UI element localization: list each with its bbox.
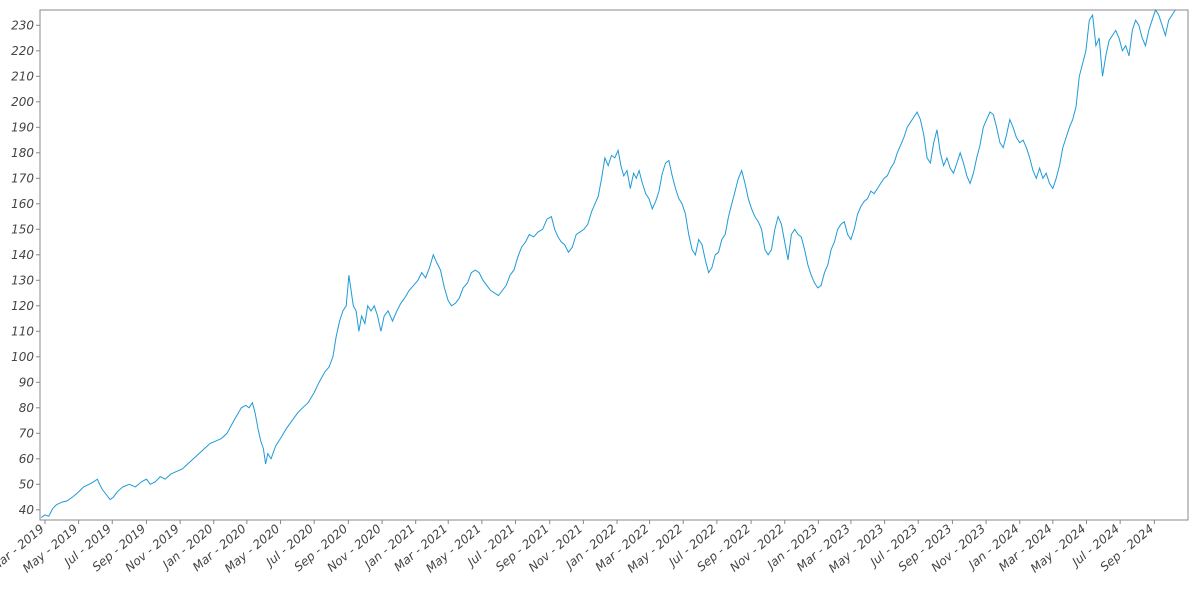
y-tick-label: 40 xyxy=(19,503,35,517)
y-axis: 40 50 60 70 80 90 100 110 120 130 140 150 160 170 180 1… xyxy=(11,18,40,517)
y-tick-label: 110 xyxy=(11,324,34,338)
series-line xyxy=(40,8,1176,518)
y-tick-label: 130 xyxy=(11,273,34,287)
y-tick-label: 190 xyxy=(11,120,34,134)
y-tick-label: 210 xyxy=(11,69,34,83)
y-tick-label: 230 xyxy=(11,18,34,32)
y-tick-label: 90 xyxy=(19,375,35,389)
y-tick-label: 60 xyxy=(19,452,35,466)
y-tick-label: 140 xyxy=(11,248,34,262)
y-tick-label: 50 xyxy=(19,477,35,491)
y-tick-label: 80 xyxy=(19,401,35,415)
y-tick-label: 180 xyxy=(11,146,34,160)
y-tick-label: 170 xyxy=(11,171,34,185)
y-tick-label: 120 xyxy=(11,299,34,313)
y-tick-label: 70 xyxy=(19,426,35,440)
plot-frame xyxy=(39,9,1189,521)
y-tick-label: 200 xyxy=(11,95,34,109)
y-tick-label: 160 xyxy=(11,197,34,211)
y-tick-label: 150 xyxy=(11,222,34,236)
y-tick-label: 100 xyxy=(11,350,34,364)
y-tick-label: 220 xyxy=(11,44,34,58)
